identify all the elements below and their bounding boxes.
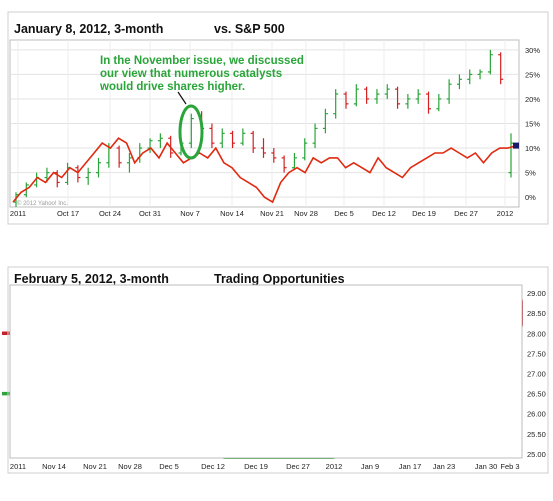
plot-area-bottom (9, 284, 523, 459)
ohlc-bar (291, 152, 297, 171)
ohlc-bar (364, 86, 370, 104)
y-tick-label: 25.50 (527, 430, 546, 439)
y-tick-label: 29.00 (527, 289, 546, 298)
x-tick-label: Dec 5 (334, 209, 354, 218)
x-tick-label: Nov 14 (220, 209, 244, 218)
ohlc-bar (415, 89, 421, 104)
chart-title: January 8, 2012, 3-month (14, 22, 163, 36)
ohlc-bar (75, 165, 81, 183)
chart-frame-top (7, 11, 549, 225)
x-tick-label: Dec 12 (201, 462, 225, 471)
annotation-line-3: would drive shares higher. (99, 81, 245, 93)
x-tick-label: 2012 (497, 209, 514, 218)
x-tick-label: 2011 (10, 462, 26, 471)
ohlc-bar (240, 128, 246, 146)
x-tick-label: Oct 17 (57, 209, 79, 218)
ohlc-bar (333, 89, 339, 119)
ohlc-bar (271, 148, 277, 163)
chart-frame-bottom (7, 266, 549, 474)
x-tick-label: Nov 14 (42, 462, 66, 471)
ohlc-bar (374, 89, 380, 104)
ohlc-bar (209, 123, 215, 149)
y-tick-label: 0% (525, 193, 536, 202)
ohlc-bar (498, 52, 504, 85)
ohlc-bar (322, 108, 328, 134)
ohlc-bar (436, 94, 442, 112)
ohlc-bar (343, 91, 349, 109)
y-tick-label: 25.00 (527, 450, 546, 459)
x-tick-label: Oct 31 (139, 209, 161, 218)
x-tick-label: Dec 5 (159, 462, 179, 471)
annotation-pointer (177, 91, 187, 105)
ohlc-bar (126, 152, 132, 173)
y-tick-label: 27.00 (527, 370, 546, 379)
chart-bottom: 29.00 28.50 28.00 27.50 27.00 26.50 26.00 25.50… (2, 266, 549, 474)
highlight-ellipse (178, 104, 204, 160)
x-tick-label: 2012 (326, 462, 343, 471)
x-tick-label: Dec 27 (286, 462, 310, 471)
x-tick-label: Jan 23 (433, 462, 456, 471)
annotation-line-2: our view that numerous catalysts (100, 68, 282, 80)
ohlc-bar (353, 84, 359, 107)
ohlc-bar (456, 74, 462, 90)
x-tick-label: Nov 21 (83, 462, 107, 471)
last-price-marker (513, 142, 519, 149)
ohlc-bar (395, 86, 401, 109)
y-tick-label: 26.50 (527, 390, 546, 399)
x-tick-label: Nov 7 (180, 209, 200, 218)
y-tick-label: 20% (525, 95, 540, 104)
x-tick-label: Nov 28 (294, 209, 318, 218)
ohlc-bar (426, 91, 431, 114)
ohlc-bar (96, 157, 101, 178)
x-tick-label: Jan 9 (361, 462, 379, 471)
ohlc-bar (230, 130, 236, 149)
x-tick-label: Oct 24 (99, 209, 121, 218)
ohlc-bar (477, 69, 483, 80)
x-tick-label: Nov 28 (118, 462, 142, 471)
x-tick-label: Dec 12 (372, 209, 396, 218)
ohlc-bar (302, 138, 308, 161)
y-tick-label: 26.00 (527, 410, 546, 419)
ohlc-bar (384, 84, 390, 99)
ohlc-bar (157, 133, 163, 149)
watermark: © 2012 Yahoo! Inc. (17, 200, 68, 207)
y-tick-label: 28.00 (527, 329, 546, 338)
ohlc-bar (487, 49, 493, 75)
x-tick-label: Jan 17 (399, 462, 422, 471)
y-tick-label: 10% (525, 144, 540, 153)
ohlc-bar (446, 79, 452, 104)
ohlc-bar (188, 113, 194, 149)
chart-subtitle: vs. S&P 500 (214, 22, 285, 36)
chart-title: February 5, 2012, 3-month (14, 272, 169, 286)
annotation-line-1: In the November issue, we discussed (100, 55, 304, 67)
x-tick-label: Nov 21 (260, 209, 284, 218)
x-tick-label: Dec 19 (412, 209, 436, 218)
sp500-line (12, 137, 517, 204)
ohlc-bar (116, 145, 122, 168)
chart-subtitle: Trading Opportunities (214, 272, 345, 286)
ohlc-bar (467, 69, 473, 85)
ohlc-bar (405, 94, 411, 109)
ohlc-bar (219, 128, 225, 149)
ohlc-bar (312, 123, 318, 149)
x-tick-label: 2011 (10, 209, 26, 218)
x-tick-label: Dec 27 (454, 209, 478, 218)
ohlc-bar (250, 130, 256, 153)
ohlc-bar (261, 138, 266, 158)
y-tick-label: 15% (525, 120, 540, 129)
x-tick-label: Feb 3 (500, 462, 519, 471)
y-tick-label: 5% (525, 169, 536, 178)
ohlc-bar (281, 155, 287, 173)
y-tick-label: 25% (525, 70, 540, 79)
x-tick-label: Jan 30 (475, 462, 498, 471)
ohlc-bar (85, 167, 91, 185)
y-tick-label: 28.50 (527, 309, 546, 318)
y-tick-label: 27.50 (527, 349, 546, 358)
y-tick-label: 30% (525, 46, 540, 55)
x-tick-label: Dec 19 (244, 462, 268, 471)
